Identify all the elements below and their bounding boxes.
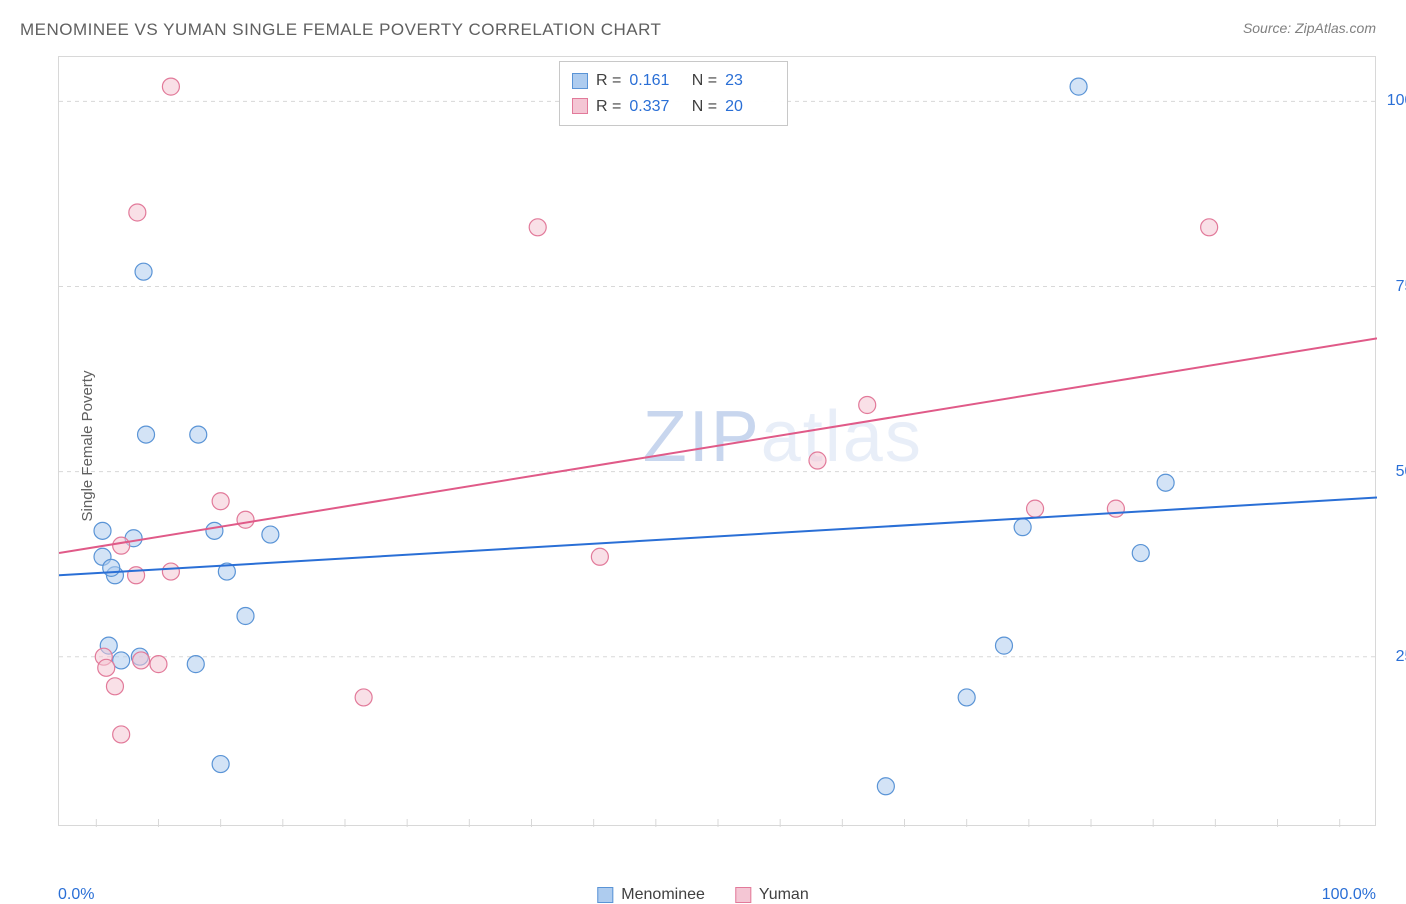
x-max-label: 100.0%	[1322, 886, 1376, 904]
y-tick-label: 100.0%	[1387, 92, 1406, 110]
chart-title: MENOMINEE VS YUMAN SINGLE FEMALE POVERTY…	[20, 20, 661, 40]
y-tick-label: 25.0%	[1396, 648, 1406, 666]
x-min-label: 0.0%	[58, 886, 94, 904]
stats-row: R =0.161 N =23	[572, 68, 775, 94]
scatter-plot	[59, 57, 1377, 827]
y-tick-label: 75.0%	[1396, 278, 1406, 296]
chart-area: ZIPatlas R =0.161 N =23R =0.337 N =20 25…	[58, 56, 1376, 826]
source-text: Source: ZipAtlas.com	[1243, 20, 1376, 36]
y-tick-label: 50.0%	[1396, 463, 1406, 481]
bottom-legend: Menominee Yuman	[597, 886, 808, 904]
legend-item: Menominee	[597, 886, 705, 904]
stats-row: R =0.337 N =20	[572, 94, 775, 120]
stats-legend: R =0.161 N =23R =0.337 N =20	[559, 61, 788, 126]
legend-item: Yuman	[735, 886, 809, 904]
